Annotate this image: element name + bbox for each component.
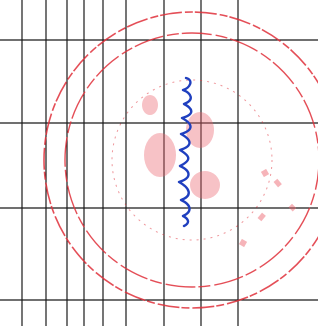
scanned-document <box>0 0 318 326</box>
page <box>0 0 320 326</box>
